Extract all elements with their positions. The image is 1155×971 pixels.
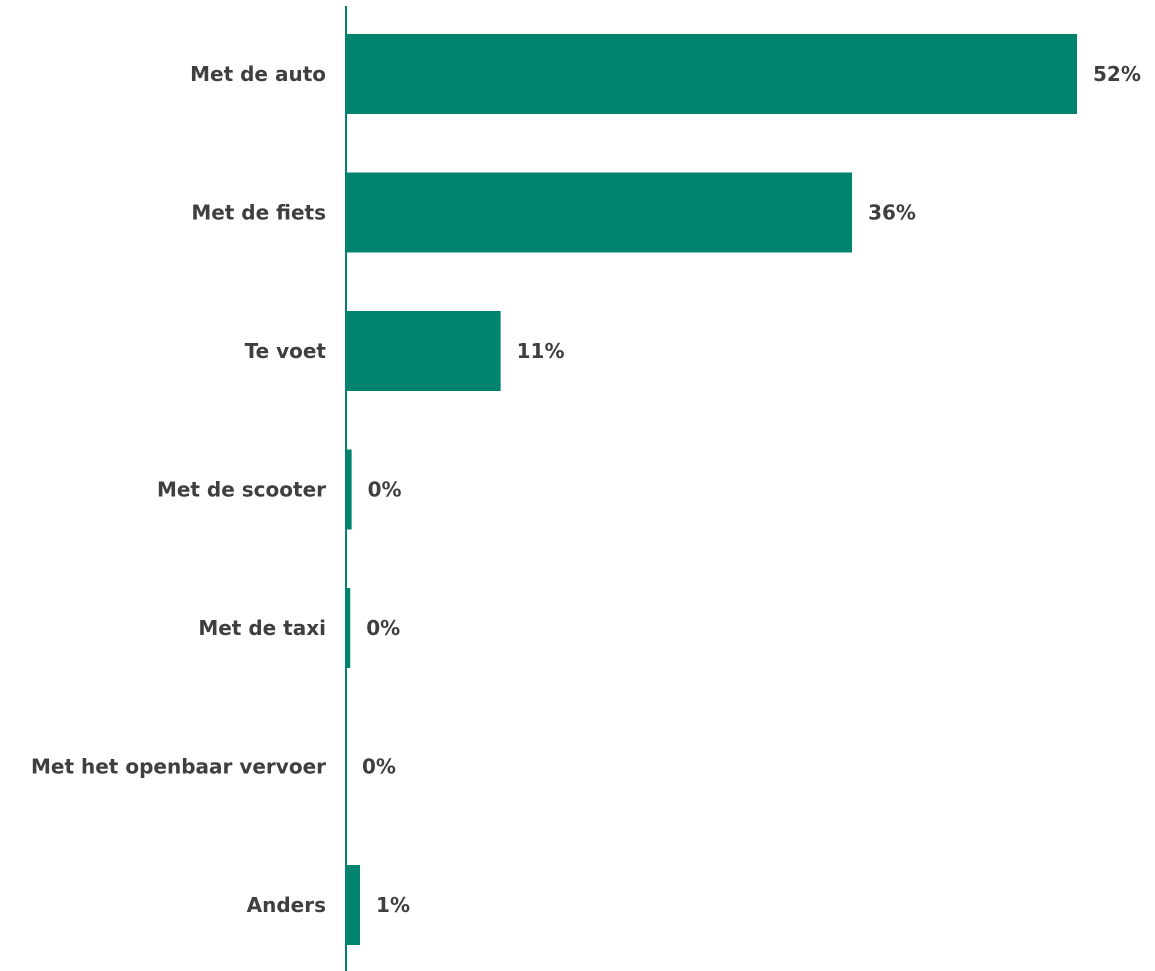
- bar-1: [346, 172, 853, 253]
- category-label-1: Met de fiets: [191, 201, 326, 225]
- category-label-2: Te voet: [245, 339, 327, 363]
- bar-2: [346, 311, 501, 391]
- value-labels-group: 52% 36% 11% 0% 0% 0% 1%: [362, 62, 1141, 917]
- value-label-5: 0%: [362, 755, 396, 779]
- category-label-6: Anders: [247, 893, 326, 917]
- category-label-3: Met de scooter: [157, 478, 326, 502]
- bar-3: [346, 449, 352, 530]
- value-label-2: 11%: [517, 339, 565, 363]
- category-label-5: Met het openbaar vervoer: [31, 755, 326, 779]
- bar-6: [346, 865, 361, 945]
- value-label-1: 36%: [868, 201, 916, 225]
- bar-0: [346, 34, 1077, 114]
- value-label-4: 0%: [366, 616, 400, 640]
- bar-4: [346, 588, 351, 668]
- category-label-0: Met de auto: [190, 62, 326, 86]
- value-label-0: 52%: [1093, 62, 1141, 86]
- category-label-4: Met de taxi: [198, 616, 326, 640]
- bars-group: [346, 34, 1077, 945]
- category-labels-group: Met de auto Met de fiets Te voet Met de sco…: [31, 62, 326, 917]
- value-label-6: 1%: [376, 893, 410, 917]
- value-label-3: 0%: [368, 478, 402, 502]
